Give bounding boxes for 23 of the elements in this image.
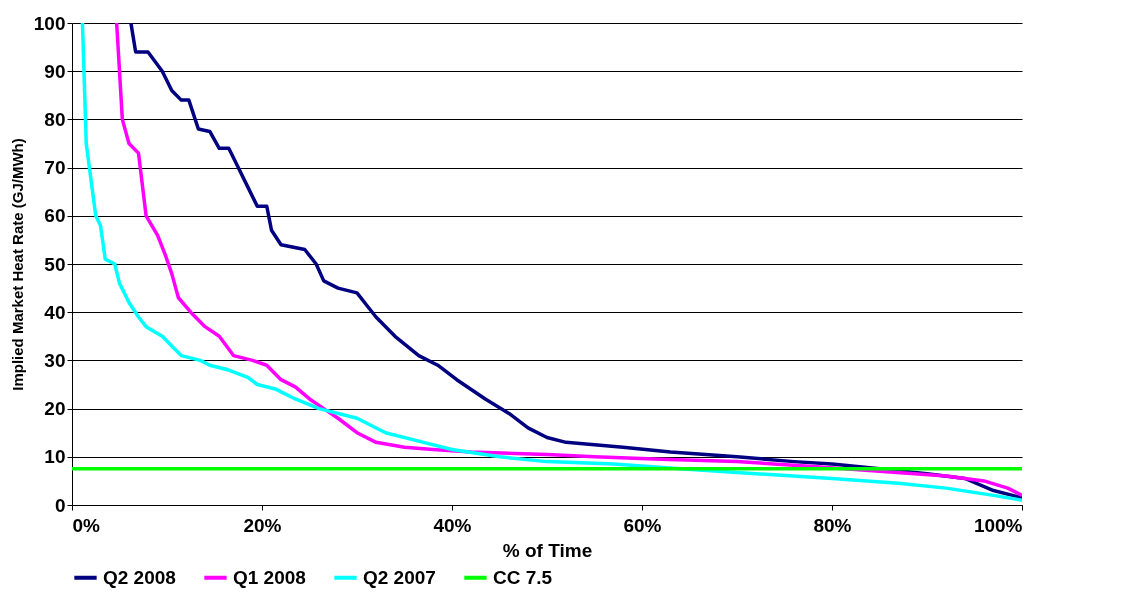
x-tick-label: 100% bbox=[973, 514, 1023, 536]
legend-label: Q2 2007 bbox=[363, 566, 436, 588]
y-tick-label: 90 bbox=[44, 60, 66, 82]
legend-label: Q1 2008 bbox=[233, 566, 306, 588]
legend-label: Q2 2008 bbox=[103, 566, 176, 588]
x-axis-title: % of Time bbox=[502, 539, 593, 561]
y-tick-label: 40 bbox=[44, 301, 66, 323]
y-tick-label: 10 bbox=[44, 446, 66, 468]
y-axis-title: Implied Market Heat Rate (GJ/MWh) bbox=[8, 138, 26, 391]
y-tick-label: 0 bbox=[54, 494, 66, 516]
x-tick-label: 0% bbox=[72, 514, 101, 536]
x-tick-label: 40% bbox=[433, 514, 472, 536]
y-tick-label: 20 bbox=[44, 398, 66, 420]
x-tick-label: 20% bbox=[243, 514, 282, 536]
legend-label: CC 7.5 bbox=[493, 566, 553, 588]
y-tick-label: 80 bbox=[44, 108, 66, 130]
y-tick-label: 60 bbox=[44, 205, 66, 227]
x-tick-label: 80% bbox=[813, 514, 852, 536]
y-tick-label: 50 bbox=[44, 253, 66, 275]
y-tick-label: 70 bbox=[44, 157, 66, 179]
y-tick-label: 100 bbox=[33, 12, 66, 34]
y-tick-label: 30 bbox=[44, 349, 66, 371]
x-tick-label: 60% bbox=[623, 514, 662, 536]
